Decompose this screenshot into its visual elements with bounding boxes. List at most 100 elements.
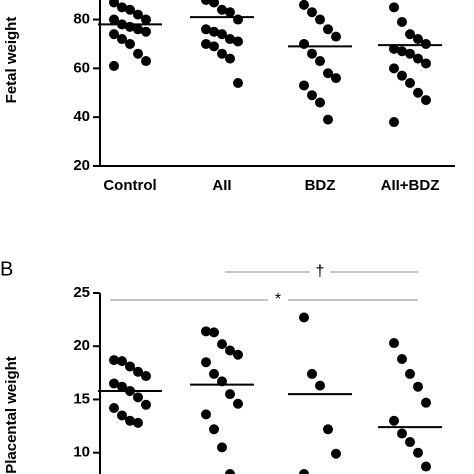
data-dot	[307, 368, 317, 379]
data-dot	[233, 398, 243, 409]
data-dot	[421, 38, 431, 49]
data-dot	[389, 338, 399, 349]
data-dot	[201, 0, 211, 5]
x-tick-label: AII+BDZ	[381, 177, 440, 194]
data-dot	[141, 14, 151, 25]
y-tick-label: 20	[73, 337, 90, 354]
data-dot	[109, 29, 119, 40]
data-dot	[125, 4, 135, 15]
panel-label: B	[0, 258, 13, 280]
data-dot	[397, 354, 407, 365]
data-dot	[397, 16, 407, 27]
x-tick-label: BDZ	[305, 177, 336, 194]
data-dot	[133, 24, 143, 35]
data-dot	[413, 87, 423, 98]
significance-mark: *	[275, 291, 281, 308]
data-dot	[117, 356, 127, 367]
data-dot	[209, 0, 219, 8]
data-dot	[201, 24, 211, 35]
data-dot	[233, 36, 243, 47]
y-axis-label: Fetal weight	[3, 17, 20, 104]
data-dot	[109, 0, 119, 8]
data-dot	[405, 368, 415, 379]
data-dot	[109, 14, 119, 25]
data-dot	[397, 70, 407, 81]
data-dot	[201, 326, 211, 337]
data-dot	[405, 78, 415, 88]
data-dot	[209, 424, 219, 435]
data-dot	[299, 38, 309, 49]
data-dot	[323, 24, 333, 35]
data-dot	[413, 381, 423, 392]
data-dot	[133, 417, 143, 428]
data-dot	[117, 381, 127, 392]
data-dot	[405, 48, 415, 59]
data-dot	[299, 0, 309, 10]
data-dot	[413, 34, 423, 45]
data-dot	[323, 114, 333, 125]
data-dot	[315, 14, 325, 25]
data-dot	[109, 355, 119, 366]
data-dot	[225, 469, 235, 474]
data-dot	[389, 415, 399, 426]
data-dot	[299, 80, 309, 91]
y-tick-label: 20	[73, 157, 90, 174]
data-dot	[315, 97, 325, 108]
data-dot	[299, 312, 309, 323]
data-dot	[331, 73, 341, 84]
data-dot	[201, 357, 211, 368]
data-dot	[141, 56, 151, 67]
data-dot	[201, 409, 211, 420]
y-tick-label: 15	[73, 390, 90, 407]
y-tick-label: 40	[73, 108, 90, 125]
data-dot	[225, 53, 235, 64]
data-dot	[389, 43, 399, 54]
data-dot	[389, 117, 399, 128]
data-dot	[405, 437, 415, 448]
y-axis-label: Placental weight	[3, 356, 20, 474]
data-dot	[217, 29, 227, 40]
significance-mark: †	[316, 263, 325, 280]
data-dot	[397, 46, 407, 57]
data-dot	[389, 63, 399, 74]
data-dot	[421, 58, 431, 69]
data-dot	[421, 397, 431, 408]
data-dot	[331, 448, 341, 459]
x-tick-label: AII	[212, 177, 231, 194]
data-dot	[209, 327, 219, 338]
data-dot	[201, 38, 211, 49]
data-dot	[217, 442, 227, 453]
y-tick-label: 10	[73, 444, 90, 461]
data-dot	[117, 2, 127, 13]
data-dot	[217, 48, 227, 59]
data-dot	[397, 428, 407, 439]
x-tick-label: Control	[103, 177, 156, 194]
data-dot	[233, 349, 243, 360]
data-dot	[217, 4, 227, 15]
data-dot	[389, 2, 399, 13]
data-dot	[307, 48, 317, 59]
data-dot	[307, 90, 317, 101]
data-dot	[125, 361, 135, 372]
data-dot	[307, 7, 317, 18]
data-dot	[225, 389, 235, 400]
data-dot	[299, 469, 309, 474]
data-dot	[421, 95, 431, 106]
data-dot	[109, 402, 119, 413]
data-dot	[225, 7, 235, 18]
data-dot	[331, 31, 341, 42]
data-dot	[421, 461, 431, 472]
data-dot	[133, 48, 143, 59]
data-dot	[225, 34, 235, 45]
data-dot	[209, 26, 219, 37]
y-tick-label: 60	[73, 59, 90, 76]
data-dot	[413, 53, 423, 64]
data-dot	[117, 410, 127, 421]
data-dot	[315, 380, 325, 391]
data-dot	[209, 368, 219, 379]
y-tick-label: 25	[73, 284, 90, 301]
data-dot	[315, 56, 325, 67]
data-dot	[133, 392, 143, 403]
